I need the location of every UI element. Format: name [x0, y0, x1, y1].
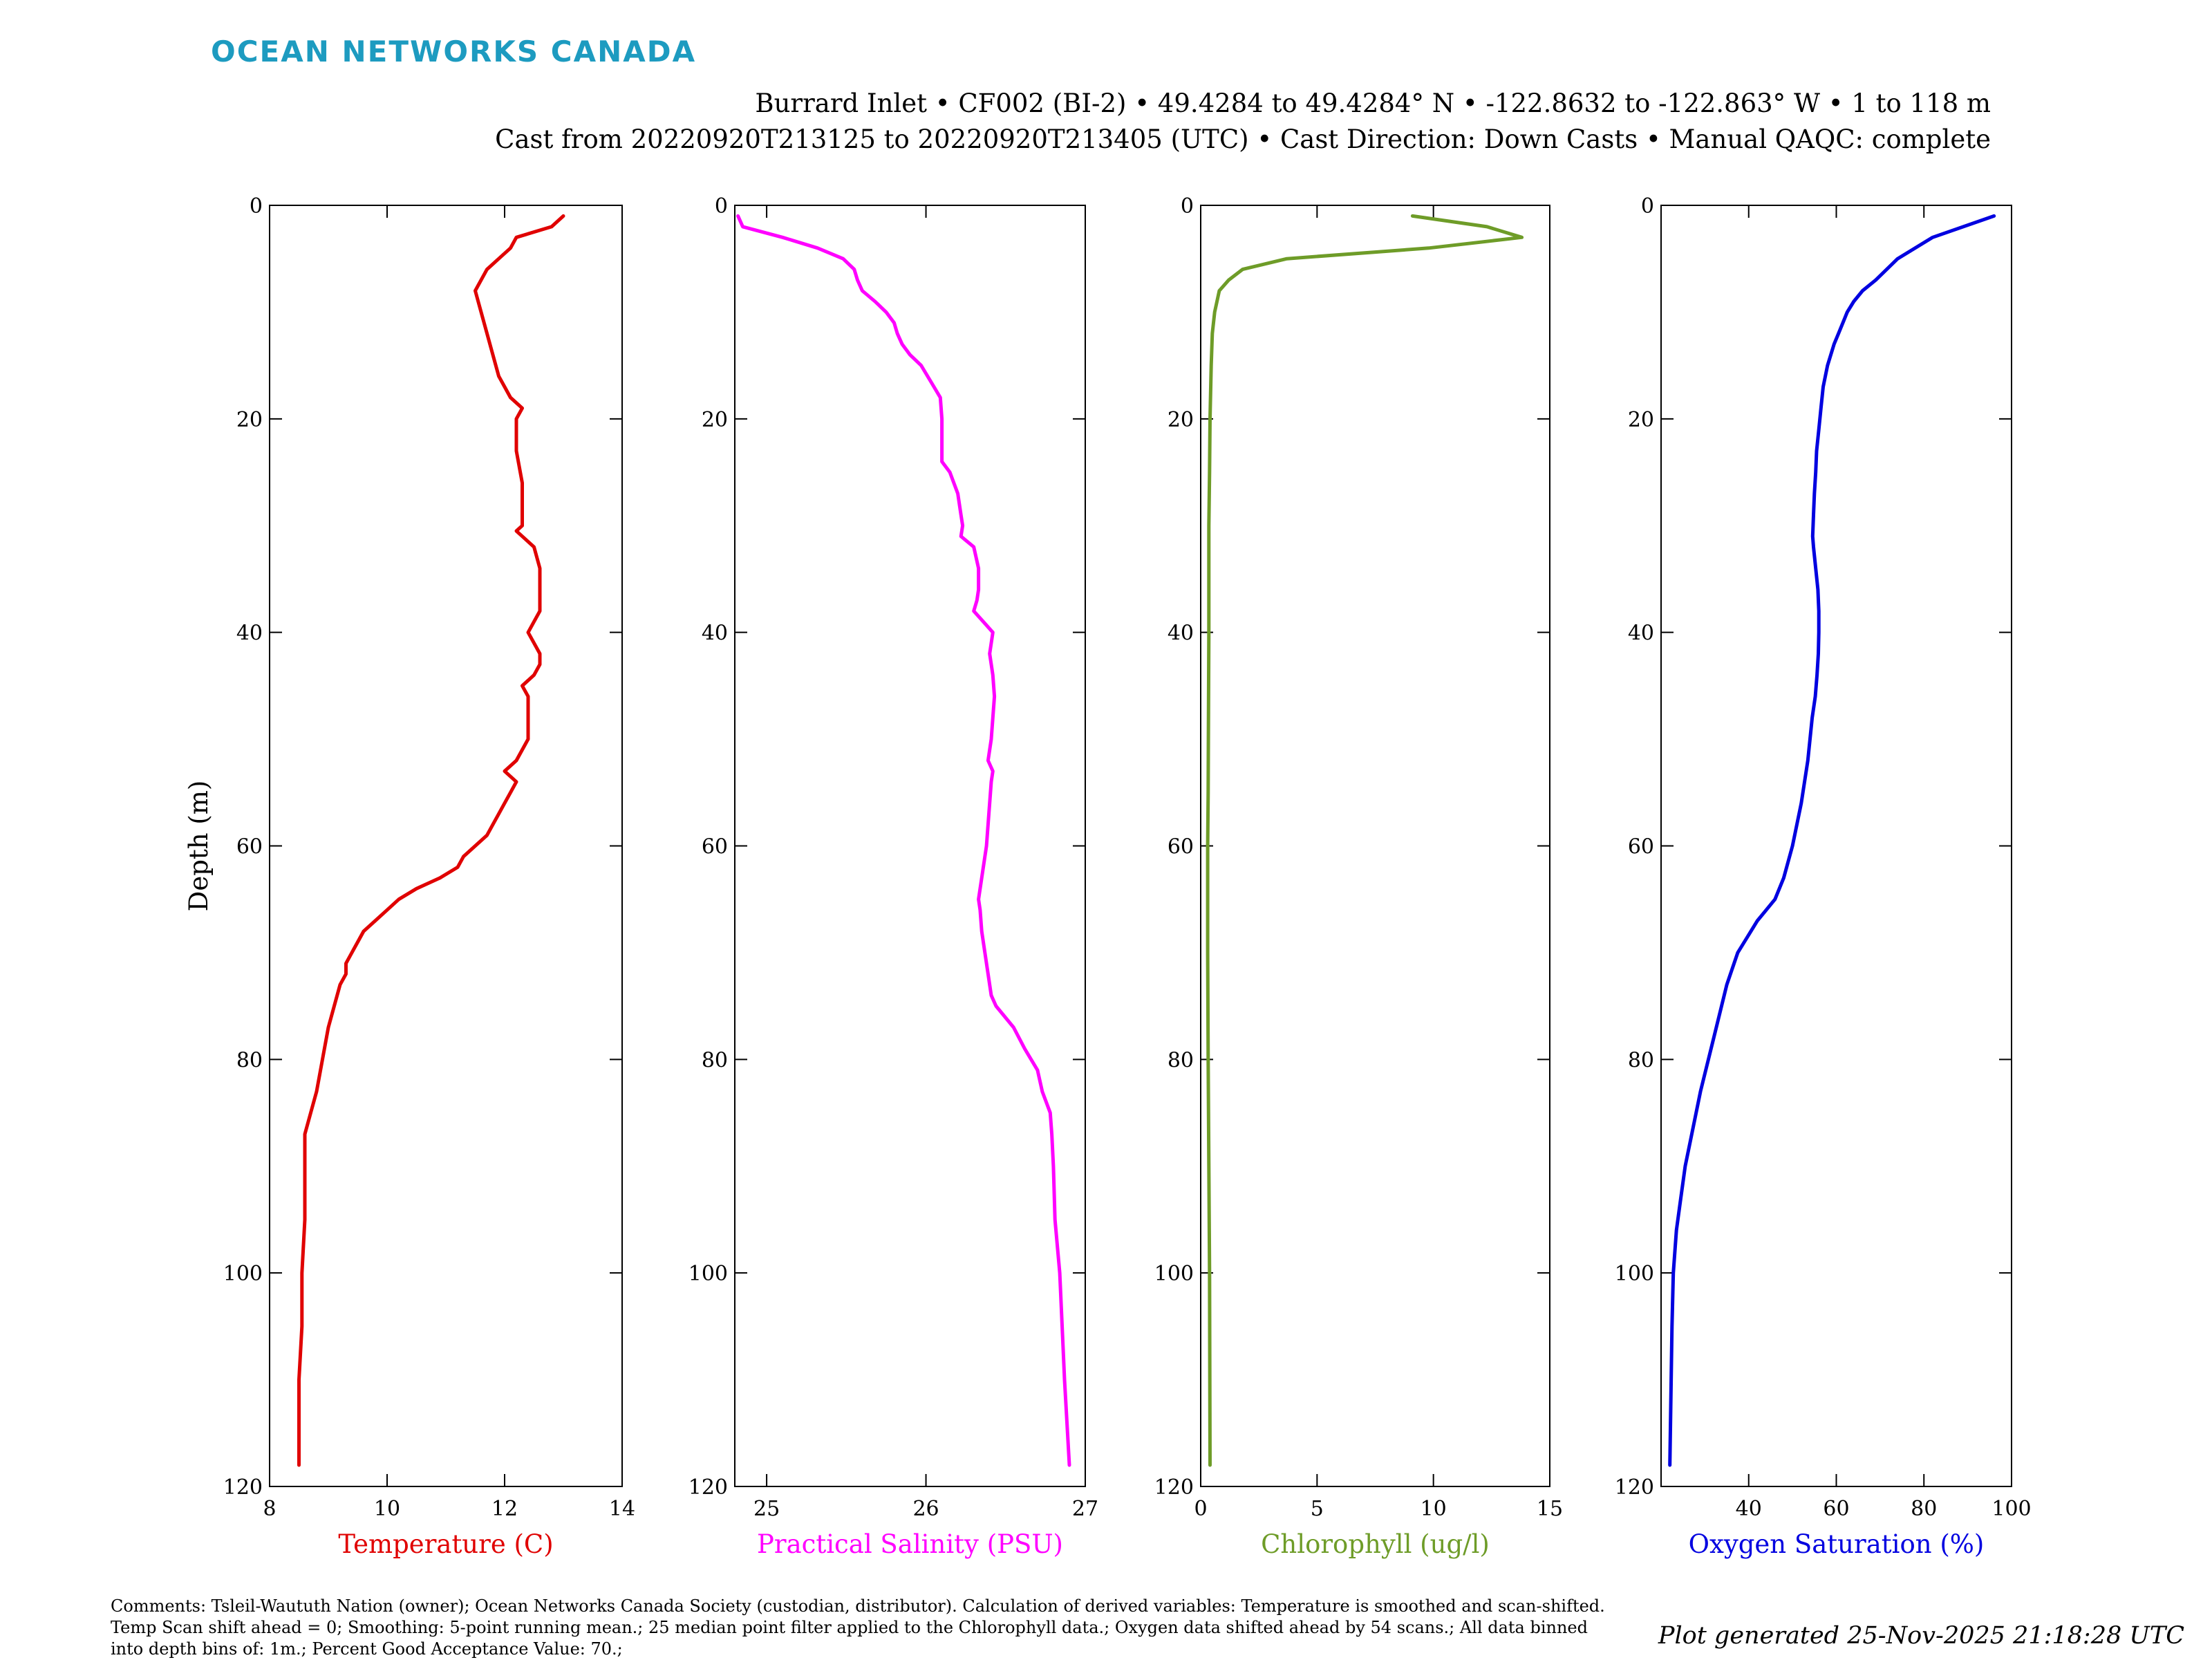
- chart-2-xtick-label: 27: [1072, 1497, 1098, 1521]
- chart-2-ytick-label: 20: [702, 408, 728, 432]
- chart-3-xtick-label: 10: [1421, 1497, 1447, 1521]
- chart-1-ytick-label: 100: [223, 1262, 263, 1286]
- plot-generated-timestamp: Plot generated 25-Nov-2025 21:18:28 UTC: [1658, 1622, 2184, 1650]
- chart-3-xtick-label: 0: [1194, 1497, 1207, 1521]
- chart-1-xtick-label: 12: [491, 1497, 518, 1521]
- chart-3-xaxis-label: Chlorophyll (ug/l): [1261, 1529, 1490, 1559]
- chart-1-ytick-label: 120: [223, 1475, 263, 1500]
- chart-1-ytick-label: 40: [236, 622, 263, 646]
- chart-3-series-line: [1206, 214, 1524, 1467]
- chart-2-ytick-label: 60: [702, 835, 728, 859]
- chart-4-xtick-label: 60: [1823, 1497, 1849, 1521]
- chart-2-ytick-label: 0: [715, 194, 728, 218]
- chart-1-ytick-label: 60: [236, 835, 263, 859]
- chart-1-xtick-label: 14: [609, 1497, 635, 1521]
- header-cast-line: Cast from 20220920T213125 to 20220920T21…: [495, 124, 1991, 154]
- chart-3-ytick-label: 0: [1181, 194, 1194, 218]
- chart-4-xtick-label: 40: [1736, 1497, 1762, 1521]
- header-location-line: Burrard Inlet • CF002 (BI-2) • 49.4284 t…: [755, 88, 1991, 118]
- chart-2-ytick-label: 100: [688, 1262, 728, 1286]
- chart-3-ytick-label: 80: [1168, 1048, 1194, 1072]
- chart-4-xaxis-label: Oxygen Saturation (%): [1689, 1529, 1985, 1559]
- chart-1-ytick-label: 20: [236, 408, 263, 432]
- chart-2-xaxis-label: Practical Salinity (PSU): [757, 1529, 1063, 1559]
- chart-1-ytick-label: 0: [250, 194, 263, 218]
- chart-4-ytick-label: 80: [1628, 1048, 1654, 1072]
- chart-1-yaxis-label: Depth (m): [184, 781, 214, 912]
- chart-4-ytick-label: 60: [1628, 835, 1654, 859]
- chart-4-ytick-label: 100: [1615, 1262, 1654, 1286]
- chart-3-ytick-label: 60: [1168, 835, 1194, 859]
- chart-4-axes-box: [1660, 205, 2012, 1487]
- chart-2-ytick-label: 80: [702, 1048, 728, 1072]
- chart-1-series-line: [297, 214, 565, 1467]
- comments-text: Comments: Tsleil-Waututh Nation (owner);…: [111, 1596, 1605, 1659]
- chart-4-xtick-label: 80: [1911, 1497, 1937, 1521]
- chart-3-xtick-label: 15: [1537, 1497, 1563, 1521]
- chart-3-ytick-label: 120: [1154, 1475, 1194, 1500]
- chart-1-xaxis-label: Temperature (C): [338, 1529, 553, 1559]
- chart-1-axes-box: [269, 205, 623, 1487]
- chart-1-ytick-label: 80: [236, 1048, 263, 1072]
- chart-2-series-line: [736, 214, 1071, 1467]
- chart-4-ytick-label: 20: [1628, 408, 1654, 432]
- chart-2-ytick-label: 40: [702, 622, 728, 646]
- chart-3-ytick-label: 20: [1168, 408, 1194, 432]
- chart-4-xtick-label: 100: [1991, 1497, 2031, 1521]
- chart-2-ytick-label: 120: [688, 1475, 728, 1500]
- chart-2-xtick-label: 25: [753, 1497, 780, 1521]
- chart-2-xtick-label: 26: [912, 1497, 939, 1521]
- chart-3-ytick-label: 100: [1154, 1262, 1194, 1286]
- chart-4-ytick-label: 120: [1615, 1475, 1654, 1500]
- chart-3-ytick-label: 40: [1168, 622, 1194, 646]
- chart-1-xtick-label: 8: [263, 1497, 276, 1521]
- chart-3-axes-box: [1200, 205, 1550, 1487]
- chart-1-xtick-label: 10: [374, 1497, 400, 1521]
- chart-4-series-line: [1668, 214, 1996, 1467]
- chart-4-ytick-label: 0: [1641, 194, 1654, 218]
- chart-4-ytick-label: 40: [1628, 622, 1654, 646]
- chart-3-xtick-label: 5: [1311, 1497, 1324, 1521]
- chart-2-axes-box: [734, 205, 1086, 1487]
- ocean-networks-canada-logo: OCEAN NETWORKS CANADA: [211, 35, 697, 68]
